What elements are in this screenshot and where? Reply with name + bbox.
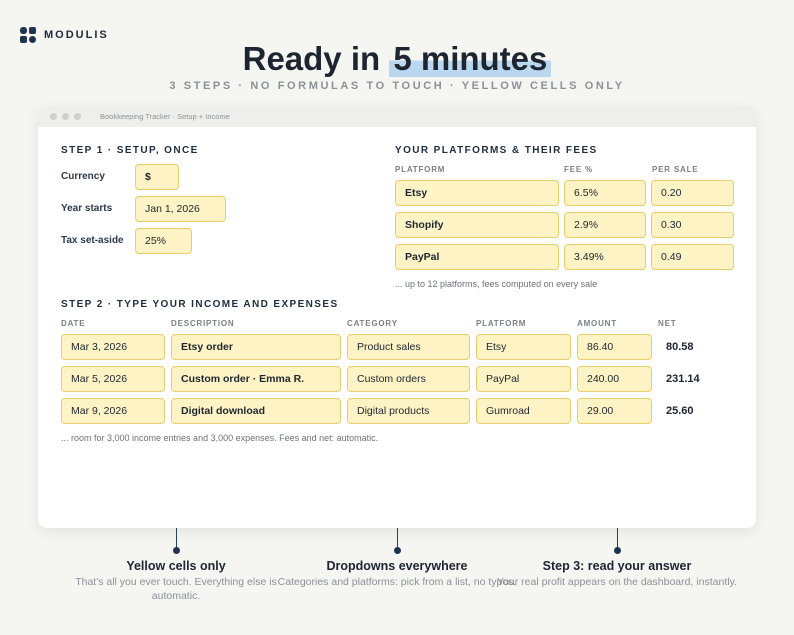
income-category-dropdown[interactable]: Product sales — [347, 334, 470, 360]
callout-description: Categories and platforms: pick from a li… — [277, 576, 517, 588]
window-close-dot[interactable] — [50, 113, 57, 120]
platforms-col-platform: PLATFORM — [395, 165, 446, 174]
platform-fee-cell[interactable]: 2.9% — [564, 212, 646, 238]
callout-connector-line — [397, 528, 398, 550]
income-amount-cell[interactable]: 240.00 — [577, 366, 652, 392]
platform-per-sale-cell[interactable]: 0.30 — [651, 212, 734, 238]
callout-yellow-cells: Yellow cells only That's all you ever to… — [56, 559, 296, 603]
spreadsheet-window: Bookkeeping Tracker · Setup + Income STE… — [38, 106, 756, 528]
window-titlebar: Bookkeeping Tracker · Setup + Income — [38, 106, 756, 127]
brand-name: MODULIS — [44, 29, 109, 41]
callout-description: Your real profit appears on the dashboar… — [497, 576, 737, 588]
callout-connector-dot — [173, 547, 180, 554]
callout-connector-line — [176, 528, 177, 550]
income-col-platform: PLATFORM — [476, 319, 527, 328]
income-net-value: 80.58 — [666, 341, 694, 353]
income-col-amount: AMOUNT — [577, 319, 617, 328]
callout-connector-dot — [614, 547, 621, 554]
setup-label-currency: Currency — [61, 171, 105, 182]
income-description-cell[interactable]: Etsy order — [171, 334, 341, 360]
income-section-title: STEP 2 · TYPE YOUR INCOME AND EXPENSES — [61, 299, 339, 310]
callout-connector-line — [617, 528, 618, 550]
income-col-net: NET — [658, 319, 677, 328]
platforms-col-fee: FEE % — [564, 165, 593, 174]
setup-section-title: STEP 1 · SETUP, ONCE — [61, 145, 199, 156]
platforms-note: ... up to 12 platforms, fees computed on… — [395, 279, 598, 289]
income-date-cell[interactable]: Mar 3, 2026 — [61, 334, 165, 360]
setup-label-tax: Tax set-aside — [61, 235, 124, 246]
income-category-dropdown[interactable]: Digital products — [347, 398, 470, 424]
platforms-section-title: YOUR PLATFORMS & THEIR FEES — [395, 145, 598, 156]
brand-logo: MODULIS — [20, 27, 109, 43]
callout-title: Yellow cells only — [126, 559, 226, 573]
income-platform-dropdown[interactable]: Etsy — [476, 334, 571, 360]
callout-dropdowns: Dropdowns everywhere Categories and plat… — [277, 559, 517, 589]
platform-per-sale-cell[interactable]: 0.49 — [651, 244, 734, 270]
income-amount-cell[interactable]: 29.00 — [577, 398, 652, 424]
income-amount-cell[interactable]: 86.40 — [577, 334, 652, 360]
income-net-value: 25.60 — [666, 405, 694, 417]
income-note: ... room for 3,000 income entries and 3,… — [61, 433, 379, 443]
logo-mark-icon — [20, 27, 36, 43]
callout-description: That's all you ever touch. Everything el… — [75, 576, 277, 602]
platform-fee-cell[interactable]: 6.5% — [564, 180, 646, 206]
income-date-cell[interactable]: Mar 5, 2026 — [61, 366, 165, 392]
window-zoom-dot[interactable] — [74, 113, 81, 120]
platform-name-cell[interactable]: PayPal — [395, 244, 559, 270]
callout-title: Dropdowns everywhere — [326, 559, 468, 573]
setup-currency-cell[interactable]: $ — [135, 164, 179, 190]
income-description-cell[interactable]: Custom order · Emma R. — [171, 366, 341, 392]
platforms-col-per-sale: PER SALE — [652, 165, 699, 174]
income-description-cell[interactable]: Digital download — [171, 398, 341, 424]
page-title: Ready in 5 minutes — [0, 40, 794, 78]
setup-year-start-cell[interactable]: Jan 1, 2026 — [135, 196, 226, 222]
platform-name-cell[interactable]: Shopify — [395, 212, 559, 238]
income-net-value: 231.14 — [666, 373, 700, 385]
setup-tax-cell[interactable]: 25% — [135, 228, 192, 254]
income-col-category: CATEGORY — [347, 319, 398, 328]
income-col-date: DATE — [61, 319, 86, 328]
income-date-cell[interactable]: Mar 9, 2026 — [61, 398, 165, 424]
income-col-description: DESCRIPTION — [171, 319, 235, 328]
setup-label-year-start: Year starts — [61, 203, 113, 214]
title-highlight: 5 minutes — [389, 40, 552, 77]
page-subtitle: 3 STEPS · NO FORMULAS TO TOUCH · YELLOW … — [169, 80, 625, 92]
callout-connector-dot — [394, 547, 401, 554]
callout-title: Step 3: read your answer — [542, 559, 692, 573]
income-category-dropdown[interactable]: Custom orders — [347, 366, 470, 392]
income-platform-dropdown[interactable]: Gumroad — [476, 398, 571, 424]
income-platform-dropdown[interactable]: PayPal — [476, 366, 571, 392]
platform-fee-cell[interactable]: 3.49% — [564, 244, 646, 270]
window-title: Bookkeeping Tracker · Setup + Income — [100, 112, 230, 121]
window-minimize-dot[interactable] — [62, 113, 69, 120]
platform-name-cell[interactable]: Etsy — [395, 180, 559, 206]
platform-per-sale-cell[interactable]: 0.20 — [651, 180, 734, 206]
callout-read-answer: Step 3: read your answer Your real profi… — [497, 559, 737, 589]
